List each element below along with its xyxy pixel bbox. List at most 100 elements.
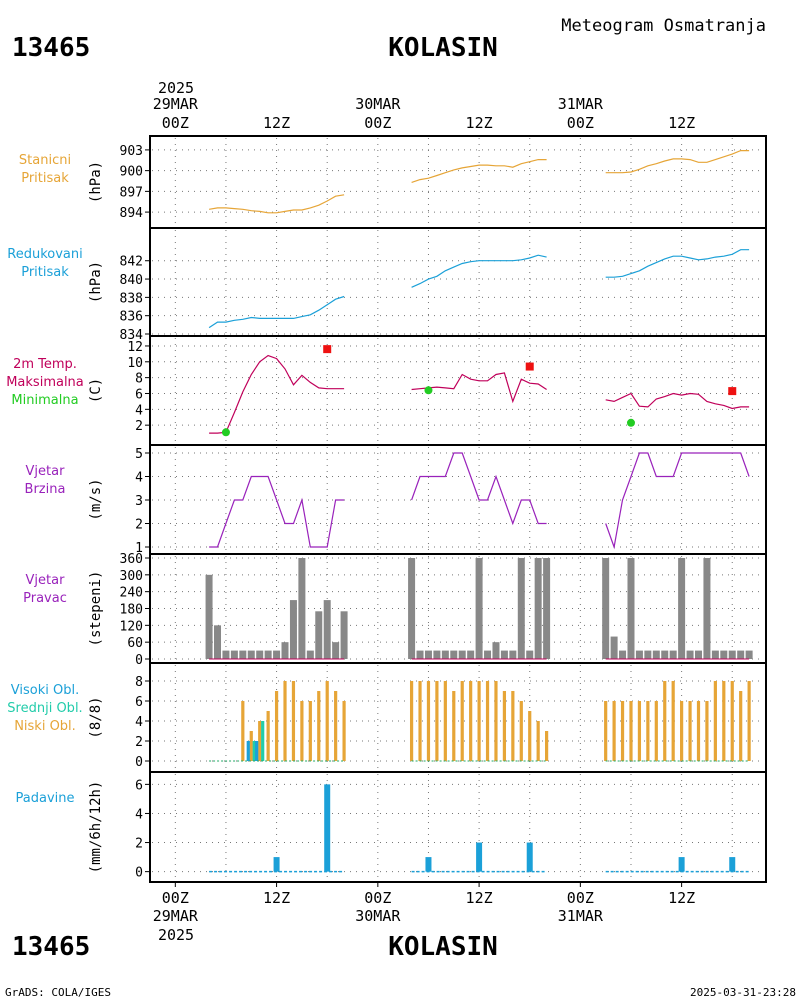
cloud-bar	[258, 721, 262, 761]
bottom-date-label: 31MAR	[558, 907, 604, 925]
y-tick-label: 60	[127, 636, 143, 651]
wind-dir-bar	[458, 650, 466, 659]
wind-dir-bar	[315, 611, 323, 659]
series-line	[605, 249, 750, 278]
panel-reduced-pressure: 834 836 838 840 842 (hPa) Redukovani Pritisak	[7, 227, 767, 343]
wind-dir-bar	[475, 558, 483, 659]
cloud-bar	[646, 701, 650, 761]
panel-label: Pritisak	[21, 171, 69, 186]
y-tick-label: 180	[120, 603, 143, 618]
wind-dir-bar	[635, 650, 643, 659]
cloud-bar	[283, 681, 287, 761]
y-tick-label: 1	[135, 541, 143, 556]
cloud-bar	[739, 691, 743, 761]
precip-bar	[425, 857, 432, 872]
cloud-bar	[334, 691, 338, 761]
cloud-bar	[409, 681, 414, 761]
wind-dir-bar	[214, 625, 222, 659]
cloud-bar	[300, 701, 304, 761]
cloud-bar	[536, 721, 540, 761]
y-tick-label: 0	[135, 755, 143, 770]
y-tick-label: 840	[120, 273, 143, 288]
cloud-bar	[477, 681, 481, 761]
cloud-bar	[671, 681, 675, 761]
wind-dir-bar	[492, 642, 500, 659]
cloud-bar	[688, 701, 692, 761]
wind-dir-bar	[332, 642, 340, 659]
top-hour-label: 00Z	[567, 114, 594, 132]
cloud-bar	[663, 681, 667, 761]
bottom-hour-label: 12Z	[263, 889, 290, 907]
y-tick-label: 10	[127, 356, 143, 371]
precip-bar	[476, 842, 483, 872]
cloud-bar	[705, 701, 709, 761]
panel-frame	[149, 771, 767, 883]
bottom-hour-label: 12Z	[466, 889, 493, 907]
footer-timestamp: 2025-03-31-23:28	[690, 986, 796, 999]
wind-dir-bar	[661, 650, 669, 659]
y-tick-label: 894	[120, 206, 144, 221]
y-tick-label: 4	[135, 471, 143, 486]
wind-dir-bar	[433, 650, 441, 659]
series-line	[209, 475, 345, 548]
cloud-bar	[629, 701, 633, 761]
series-line	[411, 372, 547, 404]
y-axis-label: (hPa)	[88, 261, 104, 303]
min-temp-marker	[221, 428, 230, 437]
bottom-date-label: 30MAR	[355, 907, 401, 925]
cloud-bar	[426, 681, 431, 761]
wind-dir-bar	[230, 650, 238, 659]
wind-dir-bar	[500, 650, 508, 659]
y-tick-label: 2	[135, 837, 143, 852]
bottom-hour-label: 00Z	[162, 889, 189, 907]
cloud-bar	[747, 681, 751, 761]
cloud-bar	[246, 741, 250, 761]
station-name-bottom: KOLASIN	[388, 932, 498, 962]
panel-frame	[149, 335, 767, 446]
y-axis-label: (mm/6h/12h)	[88, 781, 104, 874]
panel-label: Maksimalna	[6, 375, 84, 390]
wind-dir-bar	[728, 650, 736, 659]
panel-label: Pritisak	[21, 265, 69, 280]
series-line	[411, 254, 547, 288]
panel-cloud-cover: 0 2 4 6 8 (8/8) Visoki Obl. Srednji Obl. Niski O…	[7, 662, 767, 773]
panel-label: Padavine	[16, 791, 75, 806]
cloud-bar	[261, 721, 265, 761]
y-tick-label: 2	[135, 518, 143, 533]
cloud-bar	[604, 701, 608, 761]
precip-bar	[273, 857, 280, 872]
cloud-bar	[291, 681, 296, 761]
cloud-bar	[241, 701, 245, 761]
panel-label: Pravac	[23, 591, 67, 606]
wind-dir-bar	[298, 558, 306, 659]
cloud-bar	[713, 681, 717, 761]
wind-dir-bar	[222, 650, 230, 659]
wind-dir-bar	[408, 558, 416, 659]
precip-bar	[729, 857, 736, 872]
cloud-bar	[696, 701, 701, 761]
y-tick-label: 836	[120, 310, 143, 325]
wind-dir-bar	[703, 558, 711, 659]
cloud-bar	[485, 681, 490, 761]
wind-dir-bar	[205, 574, 213, 659]
wind-dir-bar	[323, 600, 331, 659]
max-temp-marker	[525, 362, 534, 371]
cloud-bar	[528, 711, 532, 761]
wind-dir-bar	[644, 650, 652, 659]
wind-dir-bar	[441, 650, 449, 659]
cloud-bar	[325, 681, 329, 761]
cloud-bar	[443, 681, 447, 761]
wind-dir-bar	[306, 650, 314, 659]
cloud-bar	[654, 701, 658, 761]
series-line	[411, 159, 547, 183]
y-axis-label: (C)	[88, 378, 104, 403]
wind-dir-bar	[467, 650, 475, 659]
wind-dir-bar	[517, 558, 525, 659]
wind-dir-bar	[694, 650, 702, 659]
series-line	[208, 295, 345, 329]
y-axis-label: (hPa)	[88, 161, 104, 203]
cloud-bar	[722, 681, 726, 761]
